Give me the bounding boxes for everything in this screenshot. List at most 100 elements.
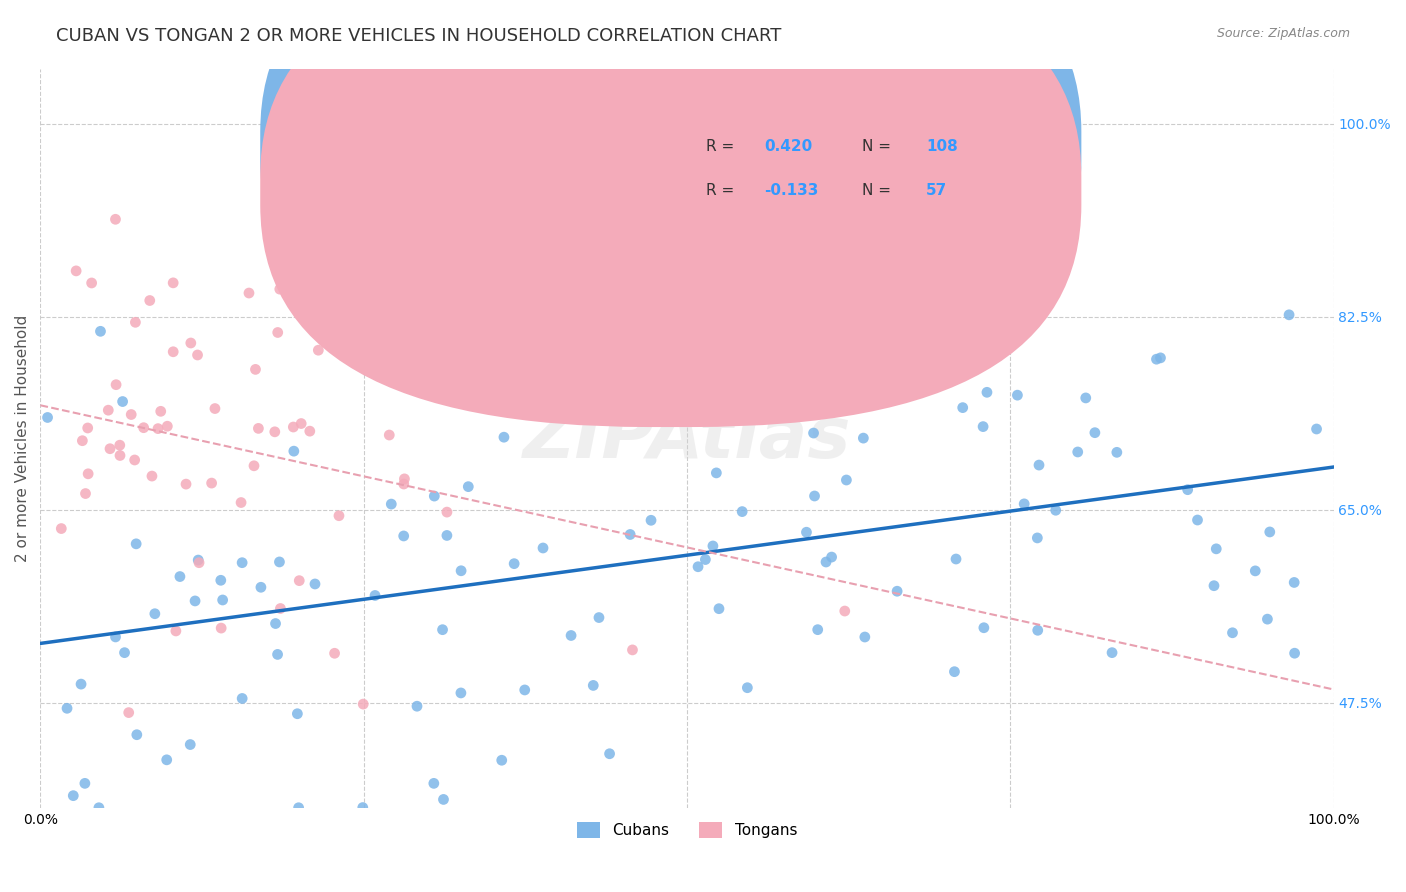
Tongans <box>247 421 270 435</box>
Tongans <box>188 556 211 570</box>
Tongans <box>124 315 146 329</box>
Cubans <box>209 574 232 588</box>
Tongans <box>98 442 121 456</box>
Y-axis label: 2 or more Vehicles in Household: 2 or more Vehicles in Household <box>15 315 30 562</box>
Tongans <box>156 419 179 434</box>
Cubans <box>796 525 818 540</box>
Cubans <box>184 594 207 608</box>
Tongans <box>298 424 321 438</box>
Text: CUBAN VS TONGAN 2 OR MORE VEHICLES IN HOUSEHOLD CORRELATION CHART: CUBAN VS TONGAN 2 OR MORE VEHICLES IN HO… <box>56 27 782 45</box>
Tongans <box>97 403 120 417</box>
Cubans <box>287 801 309 815</box>
Cubans <box>266 648 288 662</box>
Cubans <box>104 630 127 644</box>
Tongans <box>245 362 267 376</box>
Cubans <box>143 607 166 621</box>
Tongans <box>201 476 224 491</box>
Tongans <box>378 428 401 442</box>
Cubans <box>945 552 967 566</box>
Cubans <box>803 489 825 503</box>
Tongans <box>204 401 226 416</box>
Tongans <box>132 420 155 434</box>
Cubans <box>707 601 730 615</box>
Cubans <box>972 419 994 434</box>
Tongans <box>186 348 208 362</box>
Tongans <box>180 336 202 351</box>
Cubans <box>914 332 936 346</box>
Tongans <box>146 422 169 436</box>
Tongans <box>754 382 776 396</box>
Cubans <box>560 628 582 642</box>
Cubans <box>231 556 253 570</box>
Cubans <box>803 425 825 440</box>
Cubans <box>89 324 111 338</box>
Cubans <box>1105 445 1128 459</box>
Tongans <box>108 449 131 463</box>
Cubans <box>73 776 96 790</box>
Tongans <box>323 646 346 660</box>
Cubans <box>503 557 526 571</box>
Cubans <box>513 682 536 697</box>
Tongans <box>283 420 305 434</box>
FancyBboxPatch shape <box>260 0 1081 427</box>
Cubans <box>1177 483 1199 497</box>
Cubans <box>56 701 79 715</box>
Tongans <box>108 438 131 452</box>
Text: 57: 57 <box>927 183 948 198</box>
Cubans <box>1187 513 1209 527</box>
Cubans <box>582 678 605 692</box>
Cubans <box>531 541 554 555</box>
Tongans <box>141 469 163 483</box>
Cubans <box>886 584 908 599</box>
Cubans <box>169 569 191 583</box>
Cubans <box>125 728 148 742</box>
Cubans <box>835 473 858 487</box>
Cubans <box>1146 352 1168 367</box>
Cubans <box>364 589 387 603</box>
FancyBboxPatch shape <box>623 113 1062 224</box>
Cubans <box>70 677 93 691</box>
Text: -0.133: -0.133 <box>765 183 818 198</box>
Tongans <box>392 477 415 491</box>
Cubans <box>423 776 446 790</box>
Cubans <box>1101 646 1123 660</box>
Tongans <box>290 417 312 431</box>
Cubans <box>1305 422 1327 436</box>
Cubans <box>1222 625 1244 640</box>
Tongans <box>162 344 184 359</box>
Tongans <box>352 697 374 711</box>
Cubans <box>1028 458 1050 472</box>
Cubans <box>853 630 876 644</box>
Text: R =: R = <box>706 138 740 153</box>
Cubans <box>62 789 84 803</box>
Tongans <box>288 574 311 588</box>
Tongans <box>394 472 416 486</box>
Tongans <box>120 408 142 422</box>
Cubans <box>125 537 148 551</box>
Cubans <box>450 686 472 700</box>
Tongans <box>51 522 73 536</box>
Cubans <box>156 753 179 767</box>
Tongans <box>229 495 252 509</box>
Cubans <box>973 621 995 635</box>
Tongans <box>76 421 98 435</box>
Cubans <box>1278 308 1301 322</box>
Cubans <box>392 529 415 543</box>
Cubans <box>211 593 233 607</box>
Tongans <box>77 467 100 481</box>
Cubans <box>87 801 110 815</box>
Tongans <box>269 601 291 615</box>
Tongans <box>118 706 141 720</box>
Cubans <box>1149 351 1171 365</box>
Cubans <box>976 385 998 400</box>
Cubans <box>1007 388 1029 402</box>
Tongans <box>436 505 458 519</box>
Tongans <box>80 276 103 290</box>
Cubans <box>304 577 326 591</box>
Tongans <box>104 212 127 227</box>
Tongans <box>307 343 329 358</box>
Cubans <box>491 753 513 767</box>
Cubans <box>432 623 454 637</box>
Cubans <box>599 747 621 761</box>
Legend: Cubans, Tongans: Cubans, Tongans <box>571 816 803 845</box>
